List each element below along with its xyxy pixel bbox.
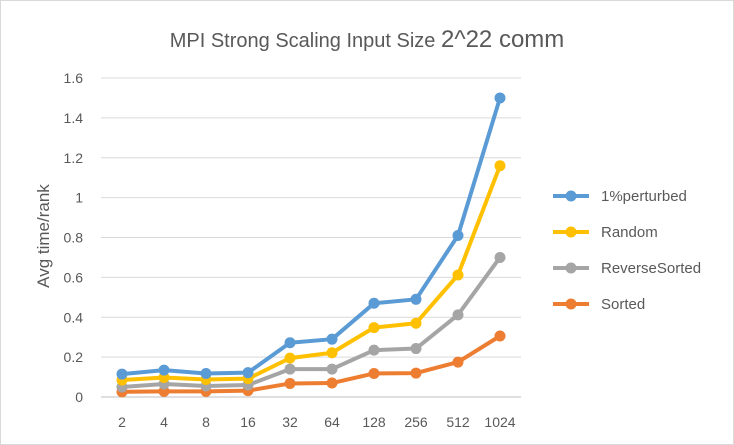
series-lines — [116, 92, 506, 398]
x-tick-label: 16 — [240, 414, 256, 430]
legend-item: Random — [553, 224, 658, 241]
legend-label: ReverseSorted — [601, 260, 701, 277]
data-point — [326, 333, 338, 345]
data-point — [452, 356, 464, 368]
x-tick-label: 2 — [118, 414, 126, 430]
y-tick-label: 0.4 — [64, 309, 84, 325]
legend-label: 1%perturbed — [601, 188, 687, 205]
x-tick-label: 4 — [160, 414, 168, 430]
data-point — [410, 343, 422, 355]
y-tick-labels: 0 0.2 0.4 0.6 0.8 1 1.2 1.4 1.6 — [64, 70, 84, 405]
series-line — [120, 163, 502, 383]
x-tick-label: 1024 — [484, 414, 515, 430]
legend-label: Random — [601, 224, 658, 241]
legend-swatch-marker — [565, 226, 577, 238]
y-tick-label: 0 — [75, 389, 83, 405]
data-point — [284, 352, 296, 364]
x-tick-label: 128 — [362, 414, 386, 430]
legend-swatch-marker — [565, 262, 577, 274]
data-point — [494, 92, 506, 104]
y-tick-label: 1.2 — [64, 150, 84, 166]
series-line — [120, 255, 502, 390]
legend-swatch-marker — [565, 298, 577, 310]
data-point — [452, 309, 464, 321]
data-point — [410, 293, 422, 305]
data-point — [368, 297, 380, 309]
data-point — [368, 367, 380, 379]
y-tick-label: 0.8 — [64, 230, 84, 246]
x-tick-label: 8 — [202, 414, 210, 430]
legend-item: ReverseSorted — [553, 260, 701, 277]
data-point — [494, 251, 506, 263]
y-axis-label: Avg time/rank — [34, 184, 53, 288]
data-point — [410, 317, 422, 329]
data-point — [326, 363, 338, 375]
data-point — [326, 377, 338, 389]
data-point — [326, 347, 338, 359]
y-tick-label: 1.6 — [64, 70, 84, 86]
series-line — [120, 333, 502, 394]
data-point — [284, 363, 296, 375]
y-tick-label: 1.4 — [64, 110, 84, 126]
data-point — [368, 322, 380, 334]
gridlines — [101, 77, 521, 398]
x-tick-label: 512 — [446, 414, 470, 430]
y-tick-label: 0.2 — [64, 349, 84, 365]
legend-item: Sorted — [553, 296, 645, 313]
series-Random — [116, 160, 506, 386]
data-point — [494, 160, 506, 172]
chart-title: MPI Strong Scaling Input Size 2^22 comm — [170, 26, 565, 53]
data-point — [200, 367, 212, 379]
data-point — [368, 344, 380, 356]
legend-label: Sorted — [601, 296, 645, 313]
legend-item: 1%perturbed — [553, 188, 687, 205]
y-tick-label: 1 — [75, 190, 83, 206]
legend: 1%perturbed Random ReverseSorted Sorted — [553, 188, 701, 313]
data-point — [284, 377, 296, 389]
x-tick-label: 32 — [282, 414, 298, 430]
x-tick-labels: 2 4 8 16 32 64 128 256 512 1024 — [118, 414, 516, 430]
data-point — [158, 364, 170, 376]
data-point — [410, 367, 422, 379]
data-point — [494, 330, 506, 342]
series-1%perturbed — [116, 92, 506, 380]
series-line — [120, 95, 502, 377]
x-tick-label: 64 — [324, 414, 340, 430]
data-point — [452, 230, 464, 242]
data-point — [452, 269, 464, 281]
legend-swatch-marker — [565, 190, 577, 202]
data-point — [116, 368, 128, 380]
data-point — [284, 337, 296, 349]
data-point — [242, 367, 254, 379]
y-tick-label: 0.6 — [64, 269, 84, 285]
x-tick-label: 256 — [404, 414, 428, 430]
